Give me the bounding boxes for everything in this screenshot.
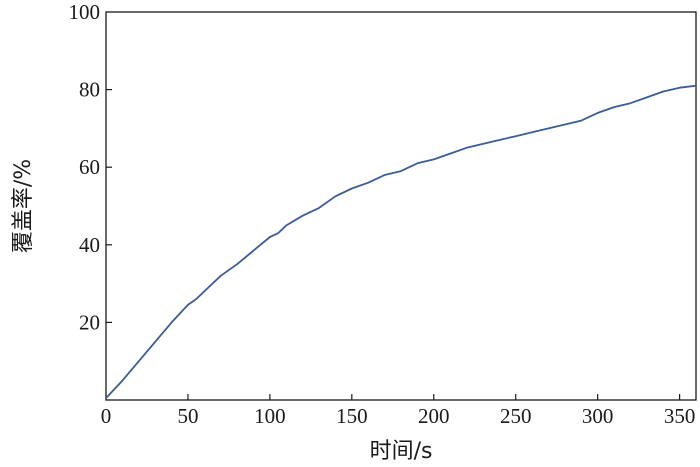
x-tick-label: 100	[254, 404, 286, 428]
x-tick-label: 250	[500, 404, 532, 428]
x-tick-label: 0	[101, 404, 112, 428]
plot-frame	[105, 11, 697, 401]
y-tick-label: 40	[79, 233, 100, 257]
y-tick-label: 100	[69, 0, 101, 24]
x-tick-label: 50	[177, 404, 198, 428]
x-tick-label: 150	[336, 404, 368, 428]
y-tick-label: 60	[79, 155, 100, 179]
x-tick-label: 350	[664, 404, 696, 428]
y-tick-label: 80	[79, 78, 100, 102]
tick-labels: 0 50 100 150 200 250 300 350 20 40 60 80 100	[69, 0, 696, 428]
coverage-series-line	[105, 84, 697, 399]
x-tick-label: 300	[582, 404, 614, 428]
x-tick-label: 200	[418, 404, 450, 428]
x-axis-title: 时间/s	[370, 439, 433, 464]
y-axis-title: 覆盖率/%	[11, 159, 36, 253]
y-tick-label: 20	[79, 310, 100, 334]
axis-ticks	[106, 88, 681, 400]
